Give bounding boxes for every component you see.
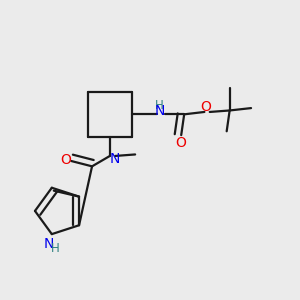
Text: N: N [109, 152, 119, 166]
Text: O: O [175, 136, 186, 150]
Text: N: N [44, 237, 54, 250]
Text: N: N [154, 104, 165, 118]
Text: H: H [154, 99, 163, 112]
Text: O: O [200, 100, 211, 114]
Text: O: O [60, 153, 71, 167]
Text: H: H [50, 242, 59, 255]
